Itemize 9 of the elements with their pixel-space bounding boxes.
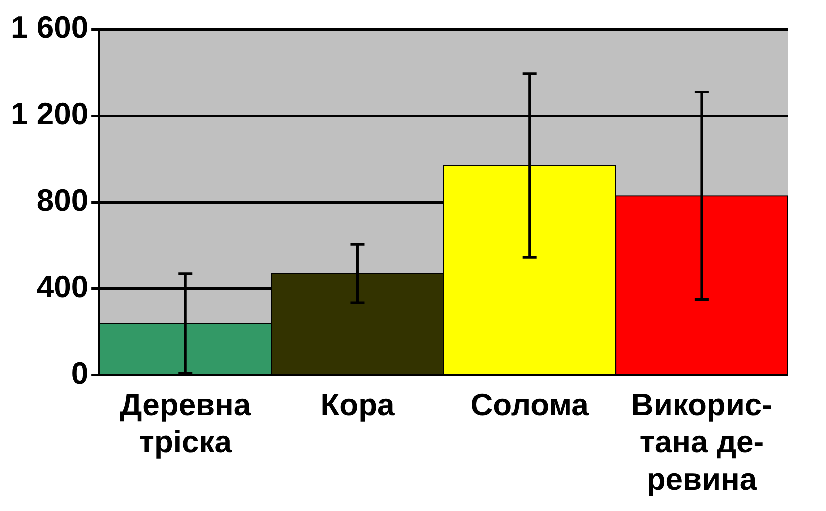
x-tick-label: Викорис- тана де- ревина bbox=[631, 388, 772, 497]
x-tick-label: Деревна тріска bbox=[120, 388, 252, 460]
y-tick-label: 800 bbox=[36, 183, 89, 218]
y-tick-label: 1 200 bbox=[11, 96, 89, 132]
y-tick-label: 1 600 bbox=[11, 10, 89, 46]
x-tick-label: Солома bbox=[470, 388, 590, 423]
x-tick-label: Кора bbox=[320, 388, 396, 423]
y-tick-label: 400 bbox=[36, 269, 89, 304]
y-tick-label: 0 bbox=[71, 356, 89, 391]
